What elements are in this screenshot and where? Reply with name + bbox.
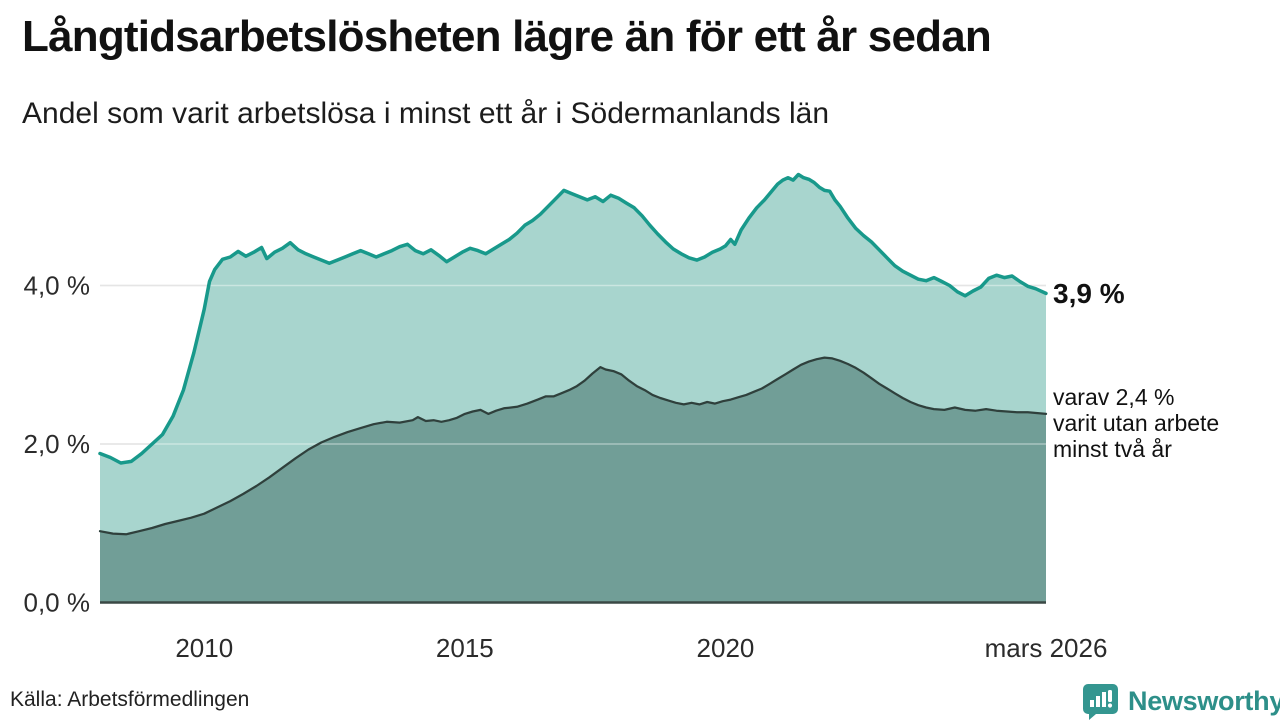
area-total-line	[98, 172, 1048, 465]
area-two-years-fill	[100, 357, 1046, 603]
end-value-label-two-years: varav 2,4 % varit utan arbete minst två …	[1053, 384, 1219, 462]
x-tick-label: 2015	[436, 633, 494, 663]
y-tick-label: 2,0 %	[24, 429, 91, 459]
end-label-line-2: varit utan arbete	[1053, 410, 1220, 436]
newsworthy-brand: Newsworthy	[1082, 683, 1280, 720]
newsworthy-logo-icon	[1083, 684, 1118, 720]
x-tick-label: 2010	[175, 633, 233, 663]
logo-bar-3	[1102, 692, 1106, 707]
logo-bar-1	[1090, 700, 1094, 707]
x-tick-label: mars 2026	[985, 633, 1108, 663]
x-tick-label: 2020	[697, 633, 755, 663]
end-value-label-total: 3,9 %	[1053, 278, 1125, 309]
brand-name: Newsworthy	[1128, 686, 1280, 716]
end-label-line-1: varav 2,4 %	[1053, 384, 1175, 410]
logo-bubble-shape	[1083, 684, 1118, 720]
area-two-years-line	[98, 356, 1048, 536]
logo-bar-2	[1096, 696, 1100, 707]
page-subtitle: Andel som varit arbetslösa i minst ett å…	[22, 97, 830, 130]
page-title: Långtidsarbetslösheten lägre än för ett …	[22, 12, 992, 61]
y-tick-label: 0,0 %	[24, 588, 91, 618]
logo-exclamation-dot	[1107, 703, 1113, 708]
end-label-line-3: minst två år	[1053, 436, 1172, 462]
source-note: Källa: Arbetsförmedlingen	[10, 688, 250, 711]
y-tick-label: 4,0 %	[24, 271, 91, 301]
logo-exclamation-bar	[1108, 690, 1112, 702]
